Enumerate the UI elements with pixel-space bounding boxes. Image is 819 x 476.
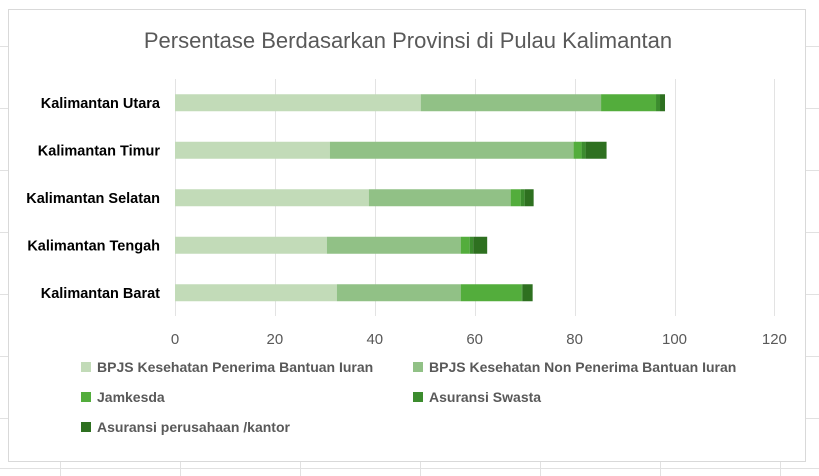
bar-segment	[329, 141, 574, 159]
bar-segment	[368, 189, 511, 207]
bar-segment	[469, 236, 474, 254]
chart-area[interactable]: Persentase Berdasarkan Provinsi di Pulau…	[8, 9, 806, 462]
bar-segment	[585, 141, 607, 159]
bar-segment	[460, 236, 470, 254]
bar-segment	[581, 141, 586, 159]
bar-segment	[520, 189, 525, 207]
x-tick-label: 20	[267, 331, 284, 348]
bar-segment	[573, 141, 582, 159]
bar-segment	[656, 94, 661, 112]
x-tick-label: 60	[466, 331, 483, 348]
bar-segment	[326, 236, 461, 254]
bar-segment	[175, 94, 421, 112]
category-label: Kalimantan Utara	[41, 96, 161, 112]
bar-segment	[175, 284, 337, 302]
x-tick-label: 80	[566, 331, 583, 348]
bar-segment	[175, 141, 330, 159]
category-label: Kalimantan Timur	[38, 143, 161, 159]
x-tick-label: 120	[762, 331, 787, 348]
bar-segment	[175, 236, 327, 254]
category-label: Kalimantan Barat	[41, 286, 160, 302]
bar-segment	[175, 189, 369, 207]
plot-area: 0 20 40 60 80 100 120 Kalimantan Utara Kalimanta…	[26, 79, 787, 348]
category-label: Kalimantan Tengah	[27, 238, 160, 254]
bar-segment	[521, 284, 523, 302]
x-tick-label: 40	[366, 331, 383, 348]
chart-title: Persentase Berdasarkan Provinsi di Pulau…	[143, 28, 673, 53]
bar-segment	[660, 94, 666, 112]
x-tick-label: 0	[171, 331, 179, 348]
bar-segment	[473, 236, 488, 254]
bar-segment	[601, 94, 657, 112]
bar-segment	[510, 189, 521, 207]
x-tick-label: 100	[662, 331, 687, 348]
category-label: Kalimantan Selatan	[26, 191, 160, 207]
bar-segment	[336, 284, 461, 302]
bar-segment	[522, 284, 533, 302]
bar-segment	[460, 284, 522, 302]
bar-segment	[524, 189, 534, 207]
bar-segment	[420, 94, 602, 112]
